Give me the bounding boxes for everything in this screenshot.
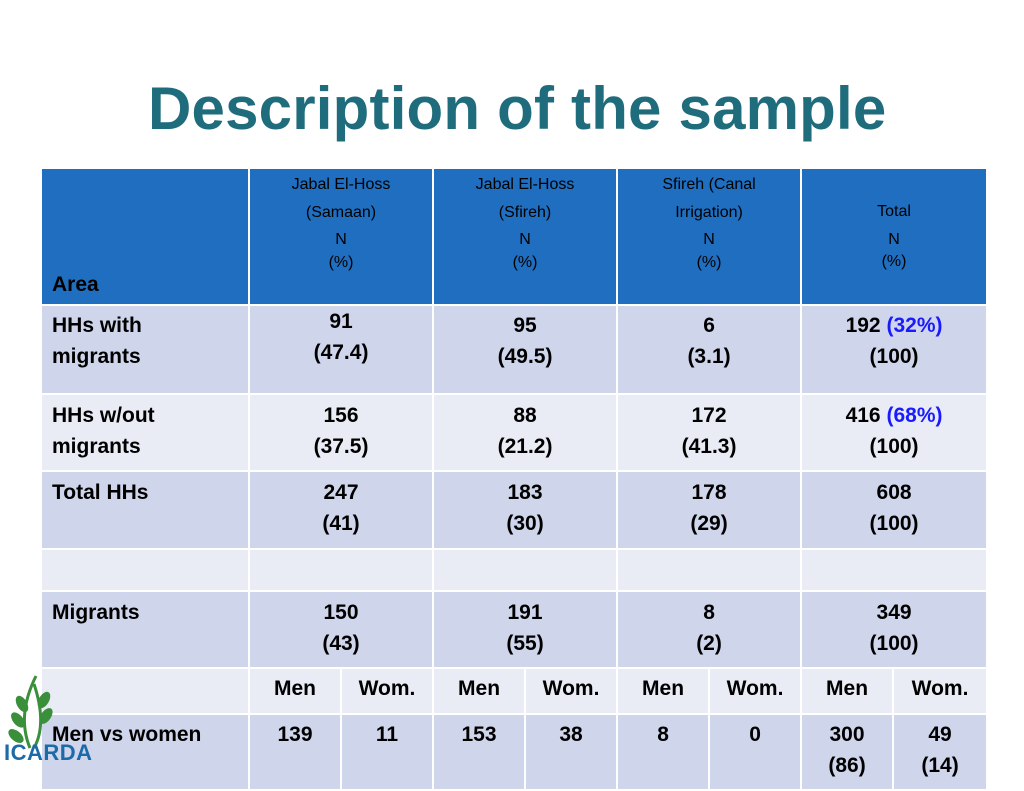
table-cell: 91 (47.4) [247, 304, 435, 395]
table-cell: 172 (41.3) [616, 393, 803, 472]
share-highlight: (32%) [886, 314, 943, 337]
row-label: Total HHs [40, 470, 250, 550]
table-cell: 38 [524, 713, 619, 791]
table-row-spacer [40, 548, 989, 592]
table-cell: 247 (41) [247, 470, 435, 550]
table-cell: 416 (68%) (100) [800, 393, 989, 472]
empty-cell [40, 667, 250, 715]
table-cell: 139 [248, 713, 342, 791]
table-cell: 191 (55) [432, 590, 619, 669]
col-header-sfireh: Jabal El-Hoss (Sfireh) N (%) [432, 167, 619, 306]
table-cell: 349 (100) [800, 590, 989, 669]
row-label: Migrants [40, 590, 250, 669]
row-label: HHs w/out migrants [40, 393, 250, 472]
table-row-men-vs-women: Men vs women 139 11 153 38 8 0 300 (86) … [40, 713, 989, 791]
table-cell: 153 [432, 713, 527, 791]
table-row-gender-header: Men Wom. Men Wom. Men Wom. Men Wom. [40, 667, 989, 715]
col-header-total: Total N (%) [800, 167, 989, 306]
men-header: Men [432, 667, 527, 715]
men-header: Men [616, 667, 711, 715]
slide-title: Description of the sample [148, 75, 887, 142]
wheat-globe-icon [8, 675, 53, 749]
table-cell: 88 (21.2) [432, 393, 619, 472]
women-header: Wom. [892, 667, 989, 715]
table-cell: 6 (3.1) [616, 304, 803, 395]
row-label: HHs with migrants [40, 304, 250, 395]
table-cell: 192 (32%) (100) [800, 304, 989, 395]
women-header: Wom. [524, 667, 619, 715]
table-cell: 150 (43) [247, 590, 435, 669]
table-row-migrants: Migrants 150 (43) 191 (55) 8 (2) 349 (10… [40, 590, 989, 669]
empty-cell [432, 548, 619, 592]
men-header: Men [248, 667, 342, 715]
women-header: Wom. [708, 667, 803, 715]
table-cell: 95 (49.5) [432, 304, 619, 395]
icarda-logo-text: ICARDA [4, 740, 93, 765]
area-header: Area [40, 167, 250, 306]
share-highlight: (68%) [886, 404, 943, 427]
sample-table: Area Jabal El-Hoss (Samaan) N (%) Jabal … [40, 167, 989, 791]
women-header: Wom. [339, 667, 435, 715]
men-header: Men [800, 667, 895, 715]
table-row-hhs-without-migrants: HHs w/out migrants 156 (37.5) 88 (21.2) … [40, 393, 989, 472]
table-cell: 0 [708, 713, 803, 791]
table-header-row: Area Jabal El-Hoss (Samaan) N (%) Jabal … [40, 167, 989, 306]
empty-cell [616, 548, 803, 592]
empty-cell [40, 548, 250, 592]
col-header-samaan: Jabal El-Hoss (Samaan) N (%) [247, 167, 435, 306]
col-header-canal-irrigation: Sfireh (Canal Irrigation) N (%) [616, 167, 803, 306]
table-cell: 178 (29) [616, 470, 803, 550]
table-cell: 8 [616, 713, 711, 791]
table-cell: 49 (14) [892, 713, 989, 791]
table-cell: 156 (37.5) [247, 393, 435, 472]
empty-cell [800, 548, 989, 592]
table-row-total-hhs: Total HHs 247 (41) 183 (30) 178 (29) 608… [40, 470, 989, 550]
table-cell: 11 [339, 713, 435, 791]
table-row-hhs-with-migrants: HHs with migrants 91 (47.4) 95 (49.5) 6 … [40, 304, 989, 395]
empty-cell [247, 548, 435, 592]
table-cell: 608 (100) [800, 470, 989, 550]
table-cell: 183 (30) [432, 470, 619, 550]
table-cell: 8 (2) [616, 590, 803, 669]
table-cell: 300 (86) [800, 713, 895, 791]
